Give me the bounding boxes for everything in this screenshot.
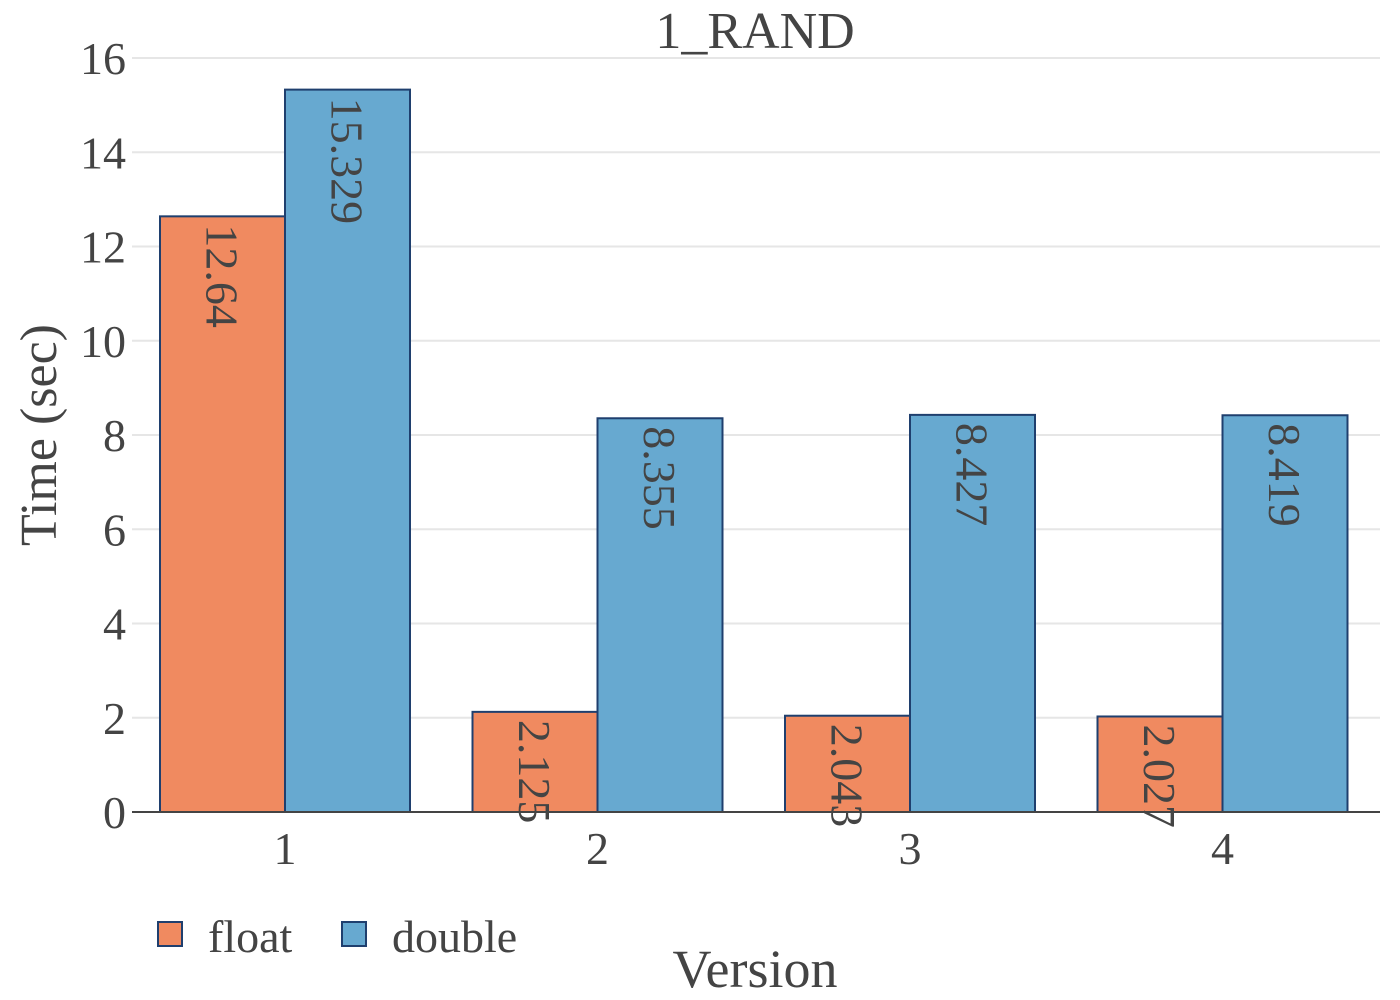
bar-value-label: 8.427 (947, 423, 998, 527)
bar-value-label: 8.355 (634, 426, 685, 530)
y-tick-label: 12 (80, 222, 126, 273)
bar-value-label: 8.419 (1259, 423, 1310, 527)
bar-double-1 (284, 88, 411, 814)
bar-double-4 (1221, 414, 1349, 813)
y-tick-label: 2 (103, 693, 126, 744)
y-tick-label: 8 (103, 410, 126, 461)
bar-labels: 12.64 2.125 2.043 2.027 15.329 8.355 8.427 8.41… (197, 98, 1311, 828)
x-tick-label: 2 (586, 823, 609, 874)
chart-title: 1_RAND (655, 3, 854, 60)
y-tick-labels: 0 2 4 6 8 10 12 14 16 (80, 33, 126, 838)
x-axis-label: Version (673, 939, 838, 999)
bar-value-label: 2.027 (1134, 724, 1185, 828)
y-tick-label: 16 (80, 33, 126, 84)
bar-value-label: 2.125 (509, 720, 560, 824)
bars (159, 88, 1349, 814)
bar-value-label: 2.043 (822, 724, 873, 828)
legend-label-float: float (208, 911, 293, 962)
x-tick-label: 1 (274, 823, 297, 874)
bar-value-label: 12.64 (197, 224, 248, 328)
legend-swatch-double (341, 921, 367, 947)
y-tick-label: 0 (103, 787, 126, 838)
y-tick-label: 6 (103, 504, 126, 555)
legend: float double (157, 911, 517, 962)
y-tick-label: 10 (80, 316, 126, 367)
legend-label-double: double (392, 911, 517, 962)
bar-double-2 (596, 417, 724, 813)
x-tick-label: 4 (1211, 823, 1234, 874)
y-tick-label: 4 (103, 599, 126, 650)
x-tick-label: 3 (899, 823, 922, 874)
bar-float-1 (159, 215, 286, 813)
y-axis-label: Time (sec) (11, 324, 68, 546)
bar-value-label: 15.329 (322, 98, 373, 225)
x-tick-labels: 1 2 3 4 (274, 823, 1235, 874)
y-tick-label: 14 (80, 127, 126, 178)
bar-double-3 (909, 413, 1036, 813)
legend-swatch-float (157, 921, 183, 947)
